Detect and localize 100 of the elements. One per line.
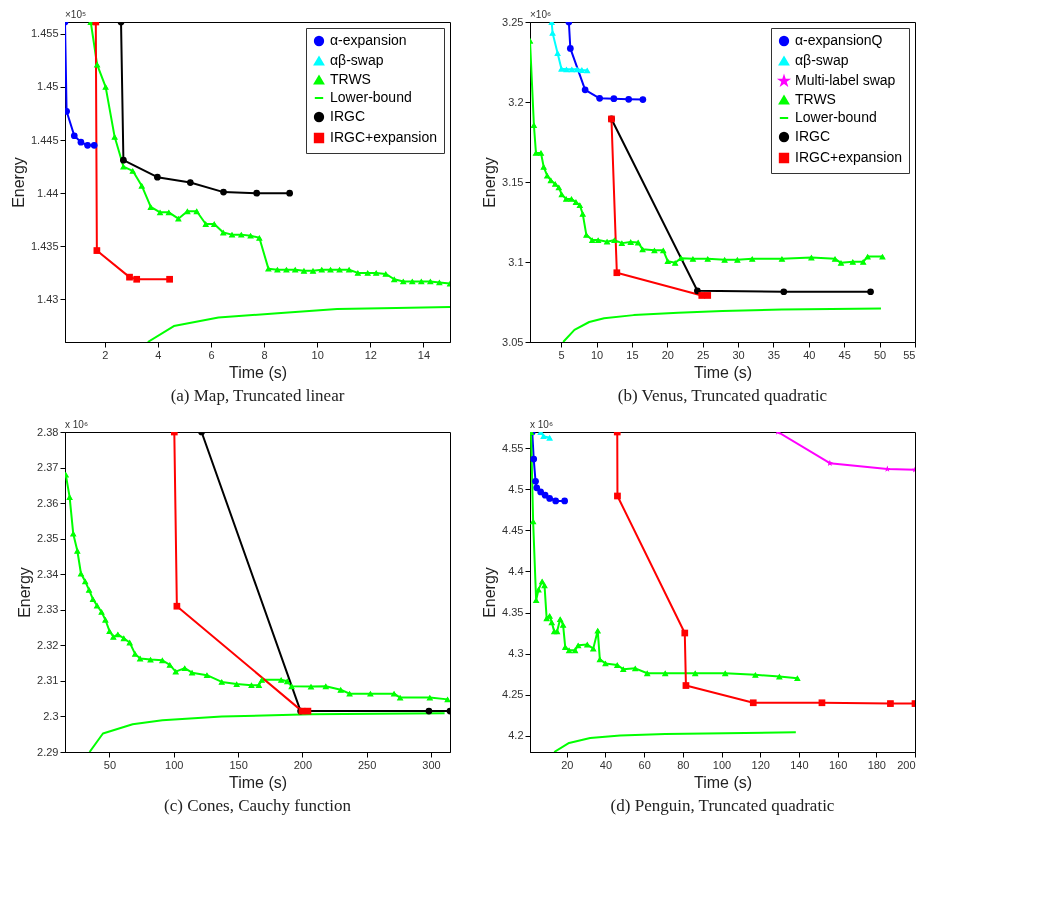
line-series bbox=[553, 731, 797, 752]
x-tick-label: 180 bbox=[867, 758, 886, 771]
x-tick-label: 200 bbox=[293, 758, 313, 771]
y-tick-label: 3.25 bbox=[502, 15, 524, 28]
y-tick-label: 4.4 bbox=[508, 564, 524, 577]
x-tick-label: 4 bbox=[155, 348, 162, 361]
x-tick-label: 25 bbox=[697, 348, 710, 361]
point bbox=[98, 609, 105, 615]
y-tick-label: 3.05 bbox=[502, 335, 524, 348]
y-tick-label: 1.455 bbox=[30, 27, 59, 40]
x-tick-label: 45 bbox=[838, 348, 851, 361]
x-tick-label: 35 bbox=[767, 348, 781, 361]
y-axis-title: Energy bbox=[481, 567, 499, 618]
y-tick-label: 1.445 bbox=[30, 133, 59, 146]
line-series bbox=[613, 432, 915, 707]
line-series bbox=[562, 307, 882, 342]
point bbox=[233, 681, 241, 687]
x-tick-label: 20 bbox=[561, 758, 574, 771]
x-tick-label: 10 bbox=[311, 348, 324, 361]
point bbox=[540, 433, 547, 440]
x-tick-label: 55 bbox=[903, 348, 916, 361]
y-axis-title: Energy bbox=[481, 157, 499, 208]
y-tick-label: 4.5 bbox=[508, 482, 524, 495]
x-tick-label: 20 bbox=[661, 348, 674, 361]
y-tick-label: 2.35 bbox=[37, 532, 59, 545]
legend-label: IRGC bbox=[330, 108, 365, 124]
y-tick-label: 3.1 bbox=[508, 255, 524, 268]
x-tick-label: 6 bbox=[208, 348, 215, 361]
legend-label: TRWS bbox=[330, 71, 371, 87]
x-tick-label: 8 bbox=[261, 348, 268, 361]
x-tick-label: 250 bbox=[357, 758, 377, 771]
x-axis-title: Time (s) bbox=[693, 773, 753, 791]
text: (a) Map, Truncated linear bbox=[170, 386, 345, 405]
point bbox=[611, 237, 618, 243]
y-tick-label: 4.35 bbox=[502, 606, 524, 619]
x-tick-label: 150 bbox=[229, 758, 248, 771]
line-series bbox=[146, 305, 450, 342]
x-tick-label: 2 bbox=[102, 348, 109, 361]
x-tick-label: 50 bbox=[103, 758, 117, 771]
y-tick-label: 2.34 bbox=[37, 567, 59, 580]
text: (d) Penguin, Truncated quadratic bbox=[610, 796, 835, 815]
x-tick-label: 80 bbox=[677, 758, 690, 771]
x-tick-label: 160 bbox=[828, 758, 848, 771]
y-tick-label: 2.31 bbox=[37, 674, 59, 687]
x-tick-label: 140 bbox=[790, 758, 809, 771]
y-tick-label: 2.3 bbox=[43, 709, 59, 722]
x-tick-label: 10 bbox=[590, 348, 604, 361]
text: x 10⁶ bbox=[530, 419, 554, 430]
legend-label: α-expansionQ bbox=[795, 32, 883, 48]
x-tick-label: 100 bbox=[165, 758, 184, 771]
x-tick-label: 12 bbox=[364, 348, 377, 361]
y-tick-label: 4.45 bbox=[502, 523, 524, 536]
y-tick-label: 1.45 bbox=[37, 80, 59, 93]
point bbox=[106, 628, 113, 635]
text: ×10⁵ bbox=[65, 9, 87, 20]
y-tick-label: 2.38 bbox=[37, 425, 59, 438]
y-tick-label: 4.2 bbox=[508, 729, 524, 742]
x-axis-title: Time (s) bbox=[693, 363, 753, 381]
line-series bbox=[87, 22, 450, 287]
y-tick-label: 1.435 bbox=[30, 239, 59, 252]
x-tick-label: 300 bbox=[422, 758, 441, 771]
text: ×10⁶ bbox=[530, 9, 552, 20]
y-tick-label: 1.43 bbox=[37, 292, 59, 305]
x-tick-label: 5 bbox=[558, 348, 565, 361]
x-tick-label: 100 bbox=[712, 758, 732, 771]
y-tick-label: 4.3 bbox=[508, 647, 524, 660]
legend-label: TRWS bbox=[795, 91, 836, 107]
x-tick-label: 30 bbox=[732, 348, 745, 361]
y-tick-label: 4.55 bbox=[502, 441, 524, 454]
x-axis-title: Time (s) bbox=[228, 363, 288, 381]
x-tick-label: 40 bbox=[599, 758, 613, 771]
x-tick-label: 40 bbox=[803, 348, 816, 361]
point bbox=[887, 700, 894, 707]
legend-label: αβ-swap bbox=[330, 52, 384, 68]
point bbox=[66, 494, 73, 500]
x-tick-label: 60 bbox=[638, 758, 651, 771]
x-tick-label: 15 bbox=[626, 348, 639, 361]
x-tick-label: 120 bbox=[751, 758, 770, 771]
point bbox=[566, 45, 574, 52]
legend-label: Lower-bound bbox=[330, 89, 412, 105]
legend-label: αβ-swap bbox=[795, 52, 849, 68]
y-tick-label: 2.36 bbox=[37, 496, 59, 509]
text: (c) Cones, Cauchy function bbox=[164, 796, 352, 815]
x-tick-label: 50 bbox=[873, 348, 887, 361]
y-tick-label: 2.37 bbox=[37, 461, 59, 474]
y-tick-label: 4.25 bbox=[502, 688, 524, 701]
y-tick-label: 2.32 bbox=[37, 638, 59, 651]
text: (b) Venus, Truncated quadratic bbox=[617, 386, 828, 405]
legend-label: Lower-bound bbox=[795, 109, 877, 125]
legend-label: IRGC+expansion bbox=[330, 129, 438, 145]
legend-label: Multi-label swap bbox=[795, 72, 896, 88]
legend-label: α-expansion bbox=[330, 32, 407, 48]
y-tick-label: 3.2 bbox=[508, 95, 524, 108]
y-tick-label: 2.33 bbox=[37, 603, 59, 616]
text: x 10⁶ bbox=[65, 419, 89, 430]
point bbox=[546, 495, 553, 502]
y-tick-label: 2.29 bbox=[37, 745, 59, 758]
x-axis-title: Time (s) bbox=[228, 773, 288, 791]
legend-label: IRGC bbox=[795, 128, 830, 144]
y-axis-title: Energy bbox=[16, 567, 34, 618]
